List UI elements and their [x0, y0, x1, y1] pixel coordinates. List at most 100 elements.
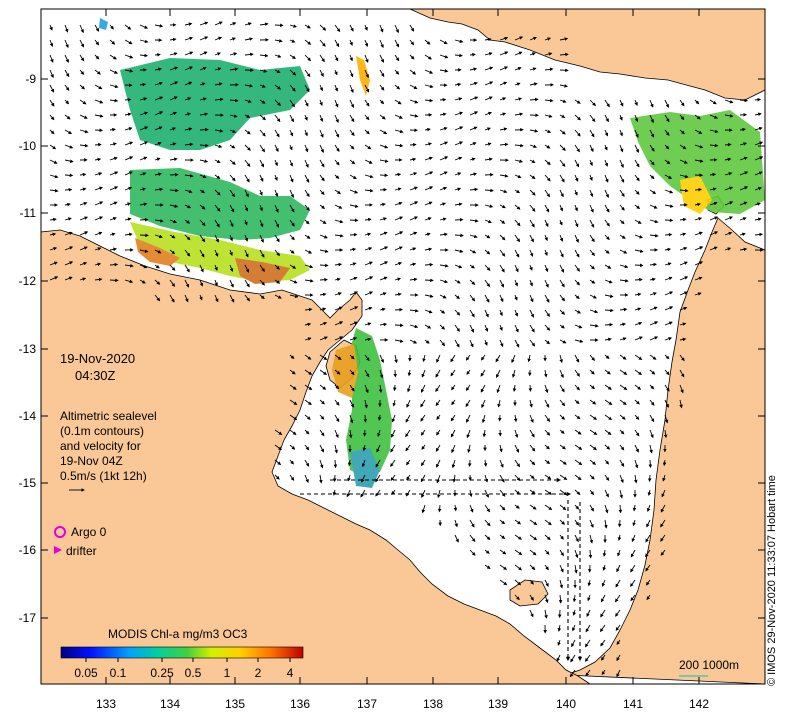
- velocity-arrow: [304, 384, 313, 391]
- velocity-arrow: [619, 444, 625, 451]
- velocity-arrow: [169, 81, 179, 86]
- velocity-arrow: [499, 142, 509, 147]
- velocity-arrow: [124, 186, 133, 191]
- velocity-arrow: [259, 144, 266, 153]
- velocity-arrow: [124, 202, 132, 206]
- velocity-arrow: [589, 159, 593, 167]
- velocity-arrow: [349, 54, 353, 62]
- velocity-arrow: [466, 369, 471, 375]
- velocity-arrow: [169, 188, 179, 193]
- velocity-arrow: [274, 159, 278, 167]
- velocity-arrow: [589, 444, 597, 451]
- velocity-arrow: [139, 82, 147, 87]
- velocity-arrow: [454, 126, 464, 131]
- velocity-arrow: [274, 249, 280, 257]
- velocity-arrow: [514, 324, 519, 333]
- velocity-arrow: [619, 234, 626, 239]
- velocity-arrow: [664, 262, 672, 266]
- velocity-arrow: [244, 144, 251, 151]
- velocity-arrow: [634, 204, 641, 210]
- velocity-arrow: [724, 157, 732, 162]
- velocity-arrow: [544, 174, 551, 182]
- velocity-arrow: [709, 216, 719, 221]
- velocity-arrow: [79, 143, 89, 148]
- velocity-arrow: [94, 262, 102, 267]
- velocity-arrow: [527, 354, 531, 363]
- velocity-arrow: [409, 39, 415, 46]
- velocity-arrow: [109, 98, 119, 103]
- velocity-arrow: [648, 459, 653, 469]
- velocity-arrow: [259, 22, 269, 26]
- velocity-arrow: [589, 384, 595, 390]
- velocity-arrow: [79, 114, 88, 119]
- velocity-arrow: [559, 159, 566, 168]
- velocity-arrow: [94, 231, 103, 236]
- velocity-arrow: [184, 22, 193, 26]
- velocity-arrow: [604, 399, 613, 406]
- velocity-arrow: [454, 202, 463, 207]
- velocity-arrow: [184, 294, 189, 303]
- velocity-arrow: [379, 322, 388, 327]
- velocity-arrow: [274, 84, 282, 90]
- x-tick-label: 134: [160, 697, 180, 711]
- velocity-arrow: [634, 307, 642, 311]
- velocity-arrow: [364, 39, 369, 48]
- velocity-arrow: [694, 114, 701, 120]
- velocity-arrow: [679, 337, 687, 342]
- velocity-arrow: [574, 219, 579, 228]
- velocity-arrow: [559, 52, 569, 57]
- velocity-arrow: [304, 84, 310, 93]
- velocity-arrow: [694, 129, 703, 134]
- velocity-arrow: [379, 261, 389, 266]
- velocity-arrow: [619, 337, 627, 341]
- velocity-arrow: [664, 337, 673, 341]
- velocity-arrow: [139, 53, 148, 58]
- velocity-arrow: [379, 187, 388, 192]
- velocity-arrow: [274, 69, 281, 74]
- velocity-arrow: [64, 217, 72, 221]
- velocity-arrow: [499, 294, 504, 303]
- velocity-arrow: [79, 277, 87, 281]
- velocity-arrow: [420, 399, 426, 408]
- velocity-arrow: [349, 69, 354, 78]
- map-date: 19-Nov-2020: [60, 351, 136, 366]
- velocity-arrow: [124, 97, 132, 102]
- velocity-arrow: [439, 202, 446, 206]
- velocity-arrow: [377, 414, 382, 421]
- velocity-arrow: [465, 399, 471, 408]
- velocity-arrow: [244, 249, 249, 258]
- velocity-arrow: [124, 279, 134, 284]
- velocity-arrow: [109, 39, 116, 45]
- velocity-arrow: [379, 39, 384, 49]
- velocity-arrow: [679, 399, 683, 409]
- velocity-arrow: [499, 97, 507, 101]
- velocity-arrow: [349, 204, 359, 208]
- velocity-arrow: [94, 99, 104, 104]
- velocity-arrow: [229, 204, 235, 213]
- velocity-arrow: [109, 278, 119, 283]
- velocity-arrow: [482, 429, 487, 438]
- velocity-arrow: [544, 52, 553, 56]
- velocity-arrow: [439, 309, 446, 314]
- velocity-arrow: [499, 81, 508, 86]
- velocity-arrow: [694, 246, 704, 251]
- velocity-arrow: [289, 414, 298, 421]
- velocity-arrow: [124, 263, 134, 268]
- velocity-arrow: [559, 37, 569, 41]
- velocity-arrow: [289, 204, 295, 213]
- velocity-arrow: [124, 24, 132, 30]
- velocity-arrow: [465, 384, 471, 392]
- velocity-arrow: [349, 276, 358, 281]
- velocity-arrow: [304, 129, 308, 137]
- velocity-arrow: [259, 294, 265, 300]
- velocity-arrow: [154, 157, 161, 161]
- velocity-arrow: [679, 276, 689, 281]
- velocity-arrow: [304, 414, 311, 420]
- velocity-arrow: [229, 144, 236, 149]
- velocity-arrow: [79, 129, 89, 134]
- velocity-arrow: [364, 276, 374, 281]
- velocity-arrow: [334, 262, 343, 267]
- velocity-arrow: [634, 354, 643, 361]
- velocity-arrow: [634, 219, 642, 224]
